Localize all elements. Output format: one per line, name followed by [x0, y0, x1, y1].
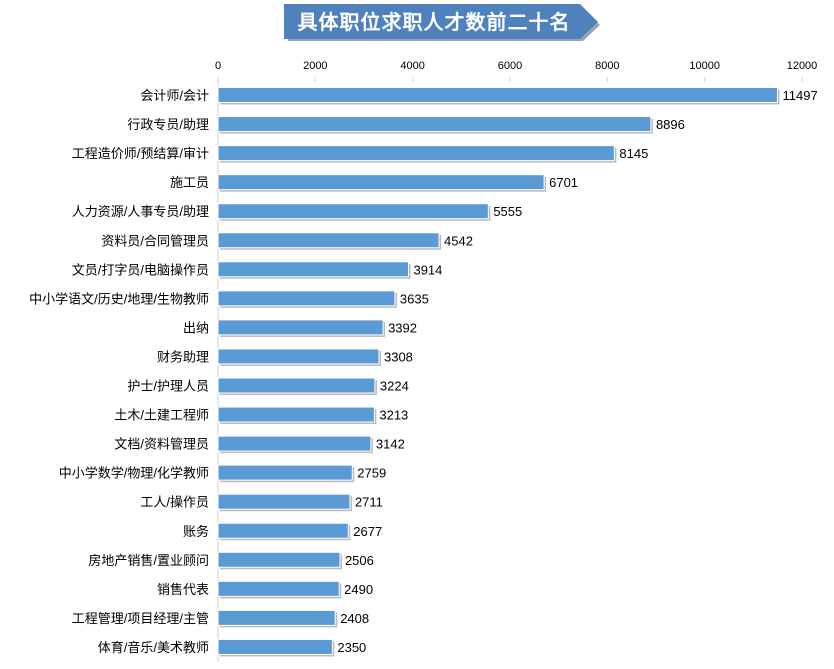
data-label: 3635 [400, 291, 429, 306]
bar [217, 377, 376, 394]
bar [217, 551, 341, 568]
category-label: 销售代表 [157, 582, 209, 597]
data-label: 4542 [444, 233, 473, 248]
data-label: 3914 [413, 262, 442, 277]
data-label: 2677 [353, 524, 382, 539]
bar [217, 319, 384, 336]
bar [217, 290, 396, 307]
category-label: 护士/护理人员 [127, 379, 209, 394]
x-tick-label: 10000 [689, 60, 720, 72]
category-label: 施工员 [170, 175, 209, 190]
x-tick-label: 4000 [400, 60, 424, 72]
category-label: 文档/资料管理员 [114, 437, 209, 452]
bar [217, 609, 336, 626]
bar [217, 87, 779, 103]
bar [217, 232, 440, 249]
data-label: 3392 [388, 320, 417, 335]
category-label: 工程管理/项目经理/主管 [72, 611, 209, 626]
data-label: 3213 [379, 408, 408, 423]
data-label: 2711 [355, 495, 383, 510]
x-tick-label: 12000 [787, 60, 818, 72]
x-tick-label: 8000 [595, 60, 619, 72]
data-label: 8896 [656, 117, 685, 132]
category-label: 资料员/合同管理员 [101, 233, 209, 248]
category-label: 人力资源/人事专员/助理 [72, 204, 209, 219]
bar [217, 203, 489, 220]
data-label: 2408 [340, 611, 369, 626]
data-label: 8145 [619, 146, 648, 161]
category-label: 中小学数学/物理/化学教师 [59, 466, 209, 481]
bar [217, 406, 375, 423]
data-label: 2759 [357, 466, 386, 481]
data-label: 2490 [344, 582, 373, 597]
data-label: 3142 [376, 437, 405, 452]
data-label: 3308 [384, 349, 413, 364]
bar [217, 348, 380, 365]
category-label: 房地产销售/置业顾问 [88, 553, 209, 568]
category-label: 财务助理 [157, 349, 209, 364]
category-label: 账务 [183, 524, 209, 539]
chart-title: 具体职位求职人才数前二十名 [297, 10, 571, 34]
data-label: 6701 [549, 175, 578, 190]
bar [217, 464, 353, 481]
x-tick-label: 6000 [498, 60, 522, 72]
category-label: 出纳 [183, 320, 209, 335]
data-label: 5555 [493, 204, 522, 219]
bar [217, 638, 333, 655]
bar [217, 580, 340, 597]
bar [217, 435, 372, 452]
data-label: 3224 [380, 379, 409, 394]
bar [217, 261, 409, 278]
bar [217, 493, 351, 510]
data-label: 2350 [337, 640, 366, 655]
category-label: 工人/操作员 [140, 495, 209, 510]
bar [217, 522, 349, 539]
data-label: 11497 [783, 88, 818, 103]
chart-title-banner [284, 4, 600, 41]
category-label: 中小学语文/历史/地理/生物教师 [29, 291, 209, 306]
category-label: 文员/打字员/电脑操作员 [72, 262, 209, 277]
category-label: 会计师/会计 [140, 88, 209, 103]
bar [217, 174, 545, 191]
category-label: 行政专员/助理 [127, 117, 209, 132]
data-label: 2506 [345, 553, 374, 568]
category-label: 体育/音乐/美术教师 [98, 640, 209, 655]
bar [217, 116, 652, 133]
x-tick-label: 2000 [303, 60, 327, 72]
bar [217, 145, 615, 162]
category-label: 工程造价师/预结算/审计 [72, 146, 209, 161]
category-label: 土木/土建工程师 [114, 408, 209, 423]
x-tick-label: 0 [215, 60, 221, 72]
